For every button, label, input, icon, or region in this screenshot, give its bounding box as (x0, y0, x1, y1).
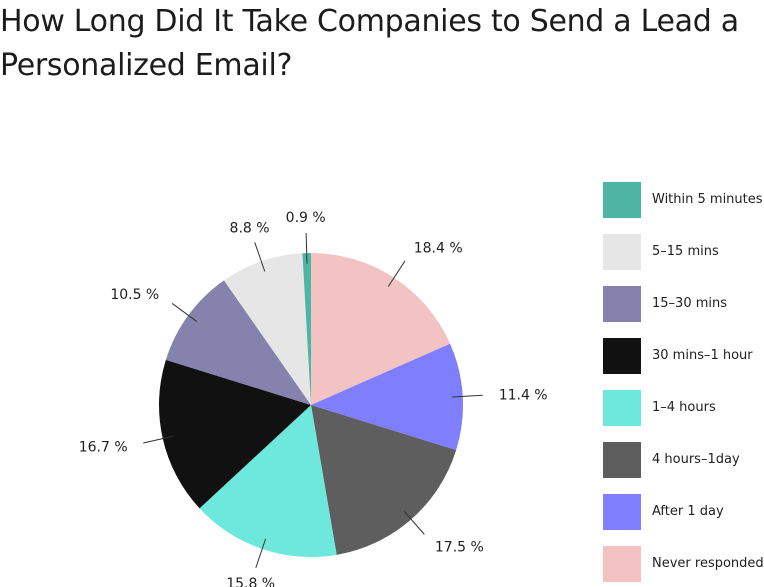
pie-slice (159, 359, 311, 509)
legend-label: 5–15 mins (652, 244, 719, 259)
legend-item: Never responded (603, 546, 764, 584)
legend-swatch (603, 338, 641, 374)
legend-swatch (603, 234, 641, 270)
legend-swatch (603, 182, 641, 218)
pie-slices (159, 252, 464, 558)
legend-item: 30 mins–1 hour (603, 338, 763, 376)
leader-line (387, 260, 406, 287)
legend-label: 15–30 mins (652, 296, 728, 311)
leader-line (254, 242, 266, 272)
legend-label: Within 5 minutes (652, 192, 763, 207)
data-label: 18.4 % (414, 241, 463, 257)
data-label: 15.8 % (226, 576, 275, 587)
pie-slice (311, 405, 457, 555)
data-labels: 18.4 % 11.4 % 17.5 % 15.8 % 16.7 % 10.5 % 8.8 … (79, 210, 548, 587)
legend-label: 30 mins–1 hour (652, 348, 753, 363)
leader-line (255, 538, 267, 569)
data-label: 10.5 % (110, 287, 159, 303)
pie-slice (199, 405, 337, 558)
leader-line (403, 511, 425, 535)
legend-item: After 1 day (603, 494, 763, 532)
legend-swatch (603, 494, 641, 530)
pie-slice (223, 253, 311, 405)
data-label: 0.9 % (286, 210, 326, 226)
chart-title: How Long Did It Take Companies to Send a… (0, 4, 739, 83)
legend-swatch (603, 390, 641, 426)
data-label: 11.4 % (499, 387, 548, 403)
legend-label: Never responded (652, 556, 764, 571)
pie-slice (302, 252, 311, 405)
data-label: 17.5 % (435, 539, 484, 555)
leader-lines (143, 233, 483, 569)
legend-label: After 1 day (652, 504, 724, 519)
legend-item: 4 hours–1day (603, 442, 763, 480)
legend-label: 1–4 hours (652, 400, 716, 415)
leader-line (452, 394, 483, 398)
leader-line (305, 233, 308, 264)
pie-slice (165, 280, 311, 405)
pie-slice (311, 343, 464, 451)
legend-item: Within 5 minutes (603, 182, 763, 220)
legend-label: 4 hours–1day (652, 452, 740, 467)
data-label: 8.8 % (230, 220, 270, 236)
legend-swatch (603, 286, 641, 322)
leader-line (171, 303, 198, 322)
legend-item: 15–30 mins (603, 286, 763, 324)
legend-item: 1–4 hours (603, 390, 763, 428)
legend-swatch (603, 442, 641, 478)
leader-line (143, 435, 174, 444)
legend-swatch (603, 546, 641, 582)
legend-item: 5–15 mins (603, 234, 763, 272)
data-label: 16.7 % (79, 440, 128, 456)
pie-slice (311, 253, 451, 405)
